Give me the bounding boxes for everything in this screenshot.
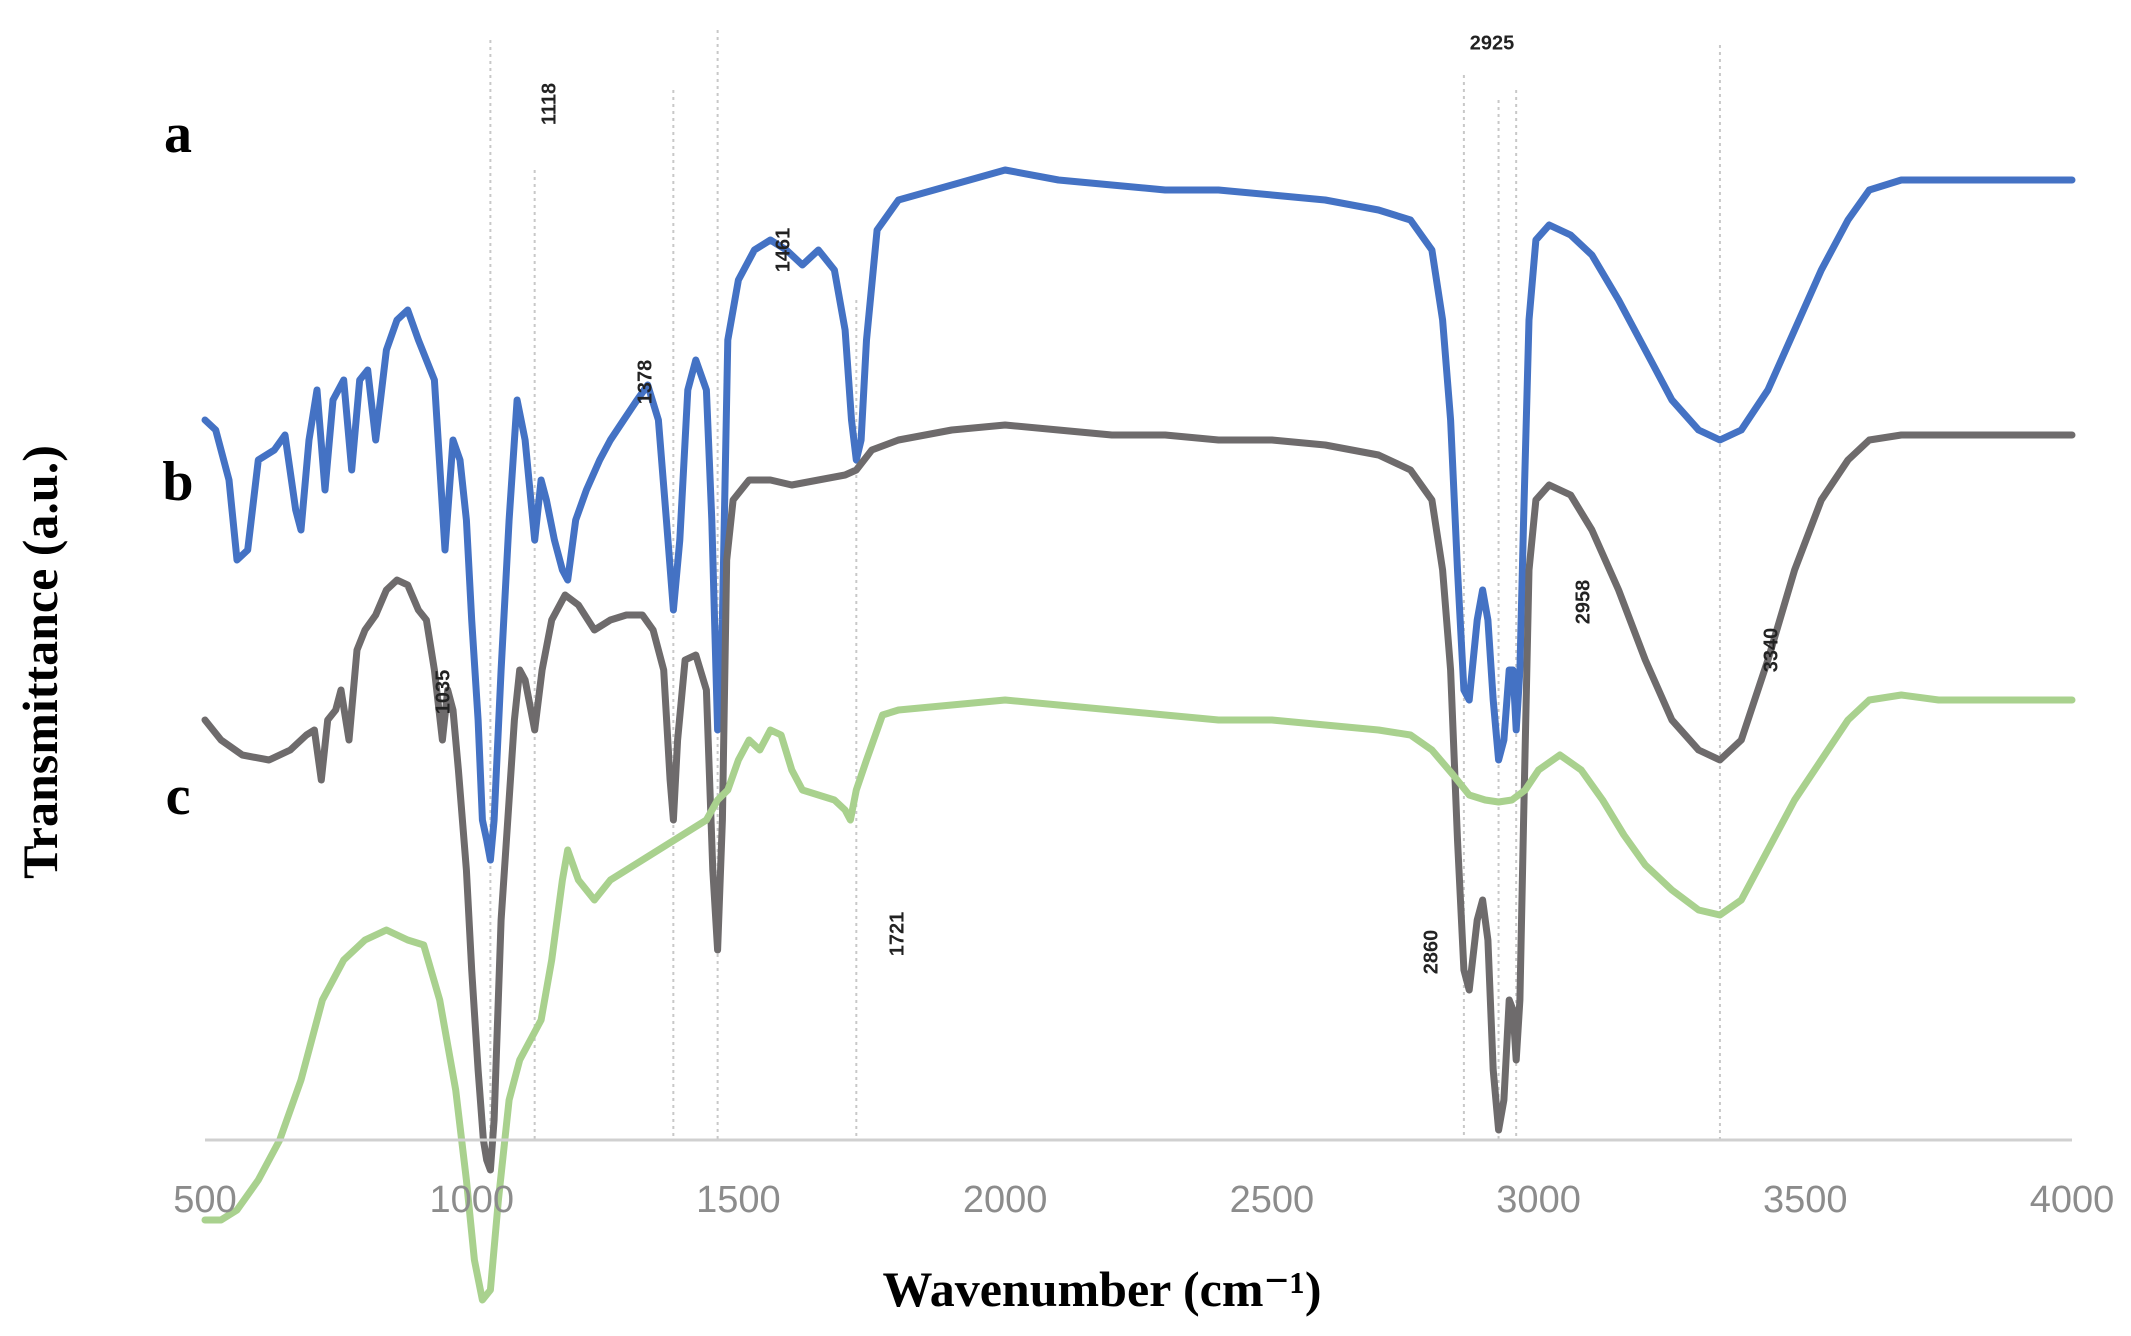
x-axis-title: Wavenumber (cm⁻¹)	[882, 1261, 1321, 1317]
peak-label-1461: 1461	[772, 228, 794, 273]
x-tick-label-500: 500	[173, 1179, 236, 1221]
series-line-b	[201, 421, 2076, 1174]
series-labels: a b c	[162, 103, 193, 827]
y-axis-title: Transmittance (a.u.)	[12, 445, 68, 879]
series-label-c: c	[166, 765, 191, 827]
x-tick-label-4000: 4000	[2030, 1179, 2115, 1221]
peak-label-3340: 3340	[1760, 628, 1782, 673]
peak-labels: 1118 1378 1461 1035 1721 2925 2860 2958 3340	[432, 32, 1782, 974]
reference-lines	[489, 30, 1721, 1140]
x-tick-label-1500: 1500	[696, 1179, 781, 1221]
peak-label-2958: 2958	[1572, 580, 1594, 625]
peak-label-1035: 1035	[432, 670, 454, 715]
series-label-a: a	[164, 103, 192, 165]
x-tick-label-1000: 1000	[429, 1179, 514, 1221]
peak-label-1118: 1118	[538, 83, 560, 125]
series-layer	[201, 166, 2076, 1304]
x-tick-label-3000: 3000	[1496, 1179, 1581, 1221]
peak-label-2925: 2925	[1470, 32, 1515, 54]
peak-label-1378: 1378	[634, 360, 656, 405]
x-axis-tick-labels: 500 1000 1500 2000 2500 3000 3500 4000	[173, 1179, 2114, 1221]
x-tick-label-2500: 2500	[1230, 1179, 1315, 1221]
x-tick-label-2000: 2000	[963, 1179, 1048, 1221]
series-line-a	[201, 166, 2076, 864]
x-tick-label-3500: 3500	[1763, 1179, 1848, 1221]
series-label-b: b	[162, 451, 193, 513]
peak-label-1721: 1721	[886, 912, 908, 957]
peak-label-2860: 2860	[1420, 930, 1442, 975]
series-line-c	[201, 691, 2076, 1304]
